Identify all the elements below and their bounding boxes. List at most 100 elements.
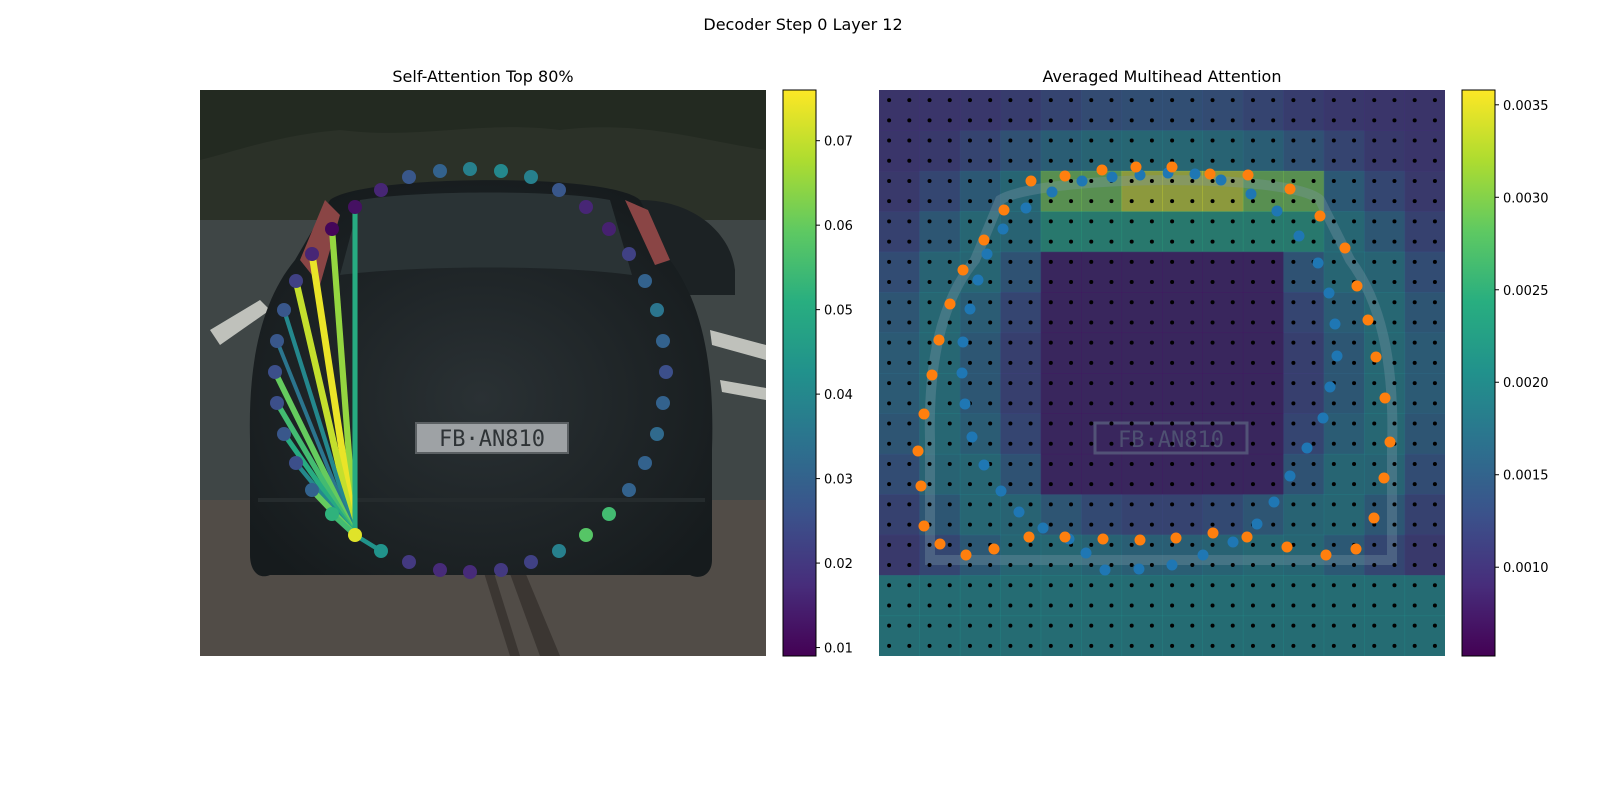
left-panel-title: Self-Attention Top 80% bbox=[392, 67, 573, 86]
left-point-21 bbox=[552, 183, 566, 197]
right-series-1-point-1 bbox=[1130, 161, 1142, 173]
right-series-1-point-3 bbox=[1204, 168, 1216, 180]
right-panel-title: Averaged Multihead Attention bbox=[1043, 67, 1282, 86]
right-series-1-point-38 bbox=[1025, 175, 1037, 187]
right-series-1-point-24 bbox=[1023, 531, 1035, 543]
right-series-1-point-33 bbox=[933, 334, 945, 346]
right-series-0-point-26 bbox=[997, 223, 1009, 235]
colorbar-tick-label: 0.0035 bbox=[1503, 99, 1549, 114]
right-series-0-point-18 bbox=[1215, 174, 1227, 186]
right-series-1-point-11 bbox=[1379, 392, 1391, 404]
left-photo: FB·AN810 bbox=[200, 90, 766, 656]
left-colorbar: 0.01 0.02 0.03 0.04 0.05 0.06 0.07 bbox=[782, 89, 853, 657]
left-point-28 bbox=[348, 200, 362, 214]
left-point-38 bbox=[305, 483, 319, 497]
left-point-26 bbox=[402, 170, 416, 184]
left-point-0 bbox=[348, 528, 362, 542]
right-series-0-point-10 bbox=[1324, 381, 1336, 393]
right-series-0-point-3 bbox=[1197, 549, 1209, 561]
left-point-34 bbox=[268, 365, 282, 379]
right-series-0-point-29 bbox=[964, 303, 976, 315]
right-series-0-point-4 bbox=[1227, 536, 1239, 548]
right-series-1-point-18 bbox=[1241, 531, 1253, 543]
colorbar-tick-label: 0.02 bbox=[824, 557, 853, 572]
left-point-39 bbox=[325, 507, 339, 521]
colorbar-tick-label: 0.01 bbox=[824, 642, 853, 657]
left-point-14 bbox=[659, 365, 673, 379]
right-series-0-point-14 bbox=[1312, 257, 1324, 269]
colorbar-tick-label: 0.03 bbox=[824, 473, 853, 488]
left-point-17 bbox=[638, 274, 652, 288]
right-series-0-point-30 bbox=[957, 336, 969, 348]
figure-title: Decoder Step 0 Layer 12 bbox=[703, 15, 902, 34]
right-series-1-point-5 bbox=[1284, 183, 1296, 195]
right-series-1-point-28 bbox=[918, 520, 930, 532]
right-series-0-point-28 bbox=[972, 274, 984, 286]
right-series-0-point-33 bbox=[966, 431, 978, 443]
right-series-1-point-6 bbox=[1314, 210, 1326, 222]
right-series-1-point-32 bbox=[926, 369, 938, 381]
right-series-1-point-27 bbox=[934, 538, 946, 550]
right-points bbox=[912, 161, 1396, 576]
left-point-8 bbox=[579, 528, 593, 542]
colorbar-tick-label: 0.06 bbox=[824, 219, 853, 234]
right-series-0-point-6 bbox=[1268, 496, 1280, 508]
right-series-1-point-39 bbox=[1059, 170, 1071, 182]
right-series-1-point-4 bbox=[1242, 169, 1254, 181]
right-series-0-point-8 bbox=[1301, 442, 1313, 454]
left-point-1 bbox=[374, 544, 388, 558]
left-point-22 bbox=[524, 170, 538, 184]
right-series-1-point-2 bbox=[1166, 161, 1178, 173]
right-series-1-point-8 bbox=[1351, 280, 1363, 292]
right-series-0-point-15 bbox=[1293, 230, 1305, 242]
colorbar-tick-label: 0.0015 bbox=[1503, 469, 1549, 484]
left-point-36 bbox=[277, 427, 291, 441]
colorbar-tick-label: 0.0010 bbox=[1503, 561, 1549, 576]
right-series-0-point-27 bbox=[981, 248, 993, 260]
colorbar-tick-label: 0.0025 bbox=[1503, 284, 1549, 299]
right-series-1-point-37 bbox=[998, 204, 1010, 216]
left-point-19 bbox=[602, 222, 616, 236]
left-point-18 bbox=[622, 247, 636, 261]
right-series-0-point-1 bbox=[1133, 563, 1145, 575]
right-photo: FB·AN810 bbox=[879, 90, 1445, 656]
right-series-0-point-9 bbox=[1317, 412, 1329, 424]
right-series-1-point-22 bbox=[1097, 533, 1109, 545]
right-series-0-point-31 bbox=[956, 367, 968, 379]
svg-text:FB·AN810: FB·AN810 bbox=[1118, 428, 1224, 453]
left-point-27 bbox=[374, 183, 388, 197]
right-series-0-point-32 bbox=[959, 398, 971, 410]
left-point-5 bbox=[494, 563, 508, 577]
left-point-30 bbox=[305, 247, 319, 261]
left-point-24 bbox=[463, 162, 477, 176]
right-series-1-point-16 bbox=[1320, 549, 1332, 561]
left-point-12 bbox=[650, 427, 664, 441]
right-series-1-point-26 bbox=[960, 549, 972, 561]
right-series-1-point-9 bbox=[1362, 314, 1374, 326]
right-series-1-point-7 bbox=[1339, 242, 1351, 254]
left-point-16 bbox=[650, 303, 664, 317]
left-point-9 bbox=[602, 507, 616, 521]
right-series-1-point-21 bbox=[1134, 534, 1146, 546]
left-point-6 bbox=[524, 555, 538, 569]
right-series-0-point-24 bbox=[1046, 186, 1058, 198]
right-series-1-point-25 bbox=[988, 543, 1000, 555]
right-series-0-point-36 bbox=[1013, 506, 1025, 518]
right-series-0-point-19 bbox=[1189, 168, 1201, 180]
right-series-0-point-11 bbox=[1331, 350, 1343, 362]
right-series-1-point-17 bbox=[1281, 541, 1293, 553]
right-series-0-point-35 bbox=[995, 485, 1007, 497]
right-series-1-point-0 bbox=[1096, 164, 1108, 176]
left-point-10 bbox=[622, 483, 636, 497]
right-series-1-point-19 bbox=[1207, 527, 1219, 539]
left-point-29 bbox=[325, 222, 339, 236]
svg-text:FB·AN810: FB·AN810 bbox=[439, 427, 545, 452]
left-point-2 bbox=[402, 555, 416, 569]
right-series-1-point-15 bbox=[1350, 543, 1362, 555]
left-point-37 bbox=[289, 456, 303, 470]
right-series-0-point-0 bbox=[1099, 564, 1111, 576]
left-point-15 bbox=[656, 334, 670, 348]
left-point-20 bbox=[579, 200, 593, 214]
right-series-1-point-14 bbox=[1368, 512, 1380, 524]
